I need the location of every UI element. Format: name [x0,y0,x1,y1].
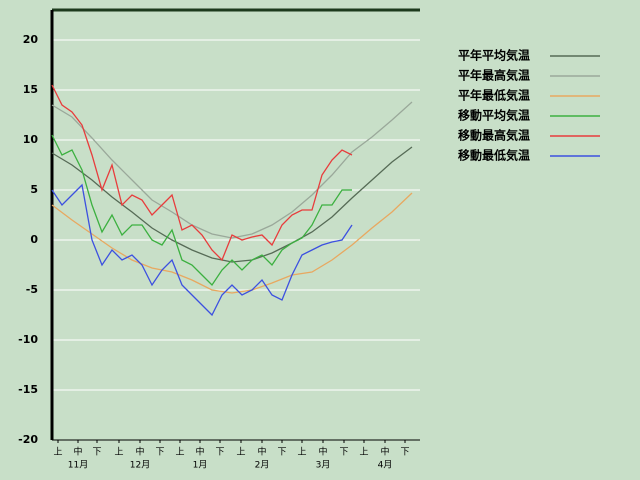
x-tick-label: 中 [380,446,389,458]
y-tick-label: 15 [23,83,38,96]
x-tick-label: 中 [135,446,144,458]
y-tick-label: -20 [18,433,38,446]
y-tick-label: 5 [30,183,38,196]
month-label: 11月 [68,460,88,471]
x-tick-label: 上 [236,447,245,458]
series-line [51,84,353,262]
x-tick-label: 上 [53,447,62,458]
x-tick-label: 上 [359,447,368,458]
y-tick-label: 20 [23,33,39,46]
x-tick-label: 下 [92,448,101,458]
legend-label: 移動最低気温 [458,148,530,163]
month-label: 1月 [193,460,208,471]
x-tick-label: 下 [400,448,409,458]
month-label: 2月 [255,460,270,471]
x-tick-label: 中 [318,446,327,458]
month-label: 3月 [316,460,331,471]
month-label: 4月 [378,460,393,471]
x-tick-label: 中 [257,446,266,458]
month-label: 12月 [130,460,150,471]
x-tick-label: 下 [277,448,286,458]
x-tick-label: 上 [297,447,306,458]
x-tick-label: 中 [73,446,82,458]
x-tick-label: 下 [215,448,224,458]
y-tick-label: 10 [23,133,39,146]
y-tick-label: -10 [18,333,38,346]
x-tick-label: 下 [155,448,164,458]
legend-label: 平年最高気温 [458,68,530,83]
legend-label: 平年平均気温 [458,48,530,63]
x-tick-label: 上 [114,447,123,458]
legend-label: 移動平均気温 [458,108,530,123]
y-tick-label: -5 [26,283,38,296]
x-tick-label: 上 [175,447,184,458]
y-tick-label: 0 [30,233,38,246]
y-tick-label: -15 [18,383,38,396]
series-line [51,192,413,294]
x-tick-label: 中 [195,446,204,458]
series-line [51,134,352,287]
legend-label: 平年最低気温 [458,88,530,103]
x-tick-label: 下 [339,448,348,458]
series-line [51,146,413,263]
legend-label: 移動最高気温 [458,128,530,143]
series-line [51,101,413,239]
series-line [51,183,353,317]
